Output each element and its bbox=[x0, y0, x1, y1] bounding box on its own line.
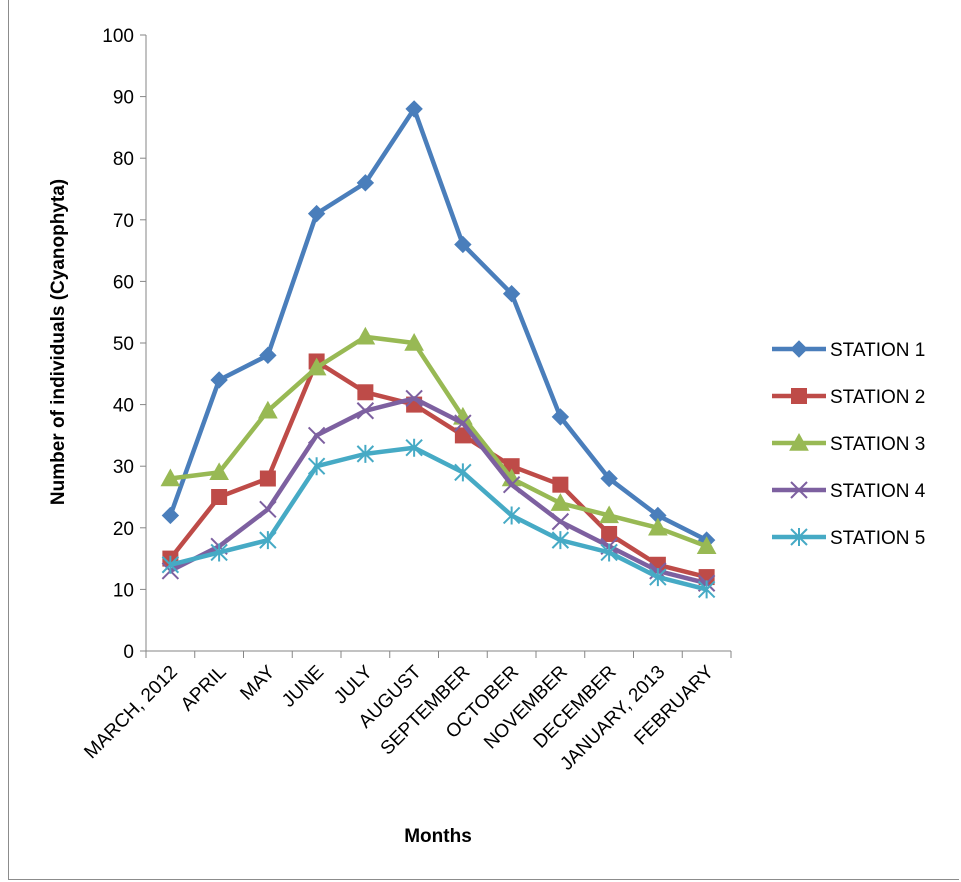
series-line bbox=[168, 106, 708, 543]
data-point bbox=[550, 493, 571, 511]
series-1 bbox=[161, 100, 716, 549]
x-tick-label: MARCH, 2012 bbox=[80, 662, 181, 763]
data-point bbox=[599, 505, 619, 524]
data-point bbox=[356, 444, 375, 463]
legend-label: STATION 1 bbox=[830, 340, 925, 361]
data-point bbox=[161, 555, 180, 574]
series-3 bbox=[160, 326, 717, 554]
data-point bbox=[160, 468, 181, 487]
y-tick-label: 80 bbox=[113, 149, 134, 170]
legend-marker bbox=[789, 432, 809, 451]
legend-marker bbox=[790, 528, 808, 546]
data-point bbox=[601, 525, 618, 542]
x-axis-title: Months bbox=[404, 826, 472, 847]
data-point bbox=[552, 476, 569, 493]
data-point bbox=[356, 402, 375, 420]
data-point bbox=[259, 470, 276, 487]
data-point bbox=[405, 389, 423, 408]
y-tick-label: 50 bbox=[113, 334, 134, 355]
data-point bbox=[259, 531, 277, 550]
series-line bbox=[170, 334, 708, 549]
data-point bbox=[502, 285, 521, 303]
axes bbox=[140, 34, 732, 658]
series-line bbox=[169, 445, 708, 592]
data-point bbox=[502, 475, 521, 494]
data-point bbox=[161, 506, 180, 525]
data-point bbox=[696, 536, 717, 554]
y-tick-label: 100 bbox=[102, 26, 134, 47]
y-tick-label: 90 bbox=[113, 88, 134, 109]
data-point bbox=[259, 346, 277, 365]
data-point bbox=[307, 426, 326, 445]
data-point bbox=[258, 400, 278, 419]
data-point bbox=[551, 512, 570, 531]
legend-label: STATION 5 bbox=[830, 528, 925, 549]
data-point bbox=[355, 326, 376, 345]
x-tick-label: MAY bbox=[236, 661, 279, 704]
legend-item: STATION 3 bbox=[772, 432, 925, 455]
data-point bbox=[600, 469, 618, 488]
y-tick-label: 10 bbox=[113, 580, 134, 601]
y-tick-label: 40 bbox=[113, 396, 134, 417]
legend-marker bbox=[791, 388, 807, 404]
data-point bbox=[502, 506, 521, 525]
legend-item: STATION 1 bbox=[772, 340, 925, 361]
legend-label: STATION 2 bbox=[830, 387, 925, 408]
data-point bbox=[211, 489, 228, 505]
legend-marker bbox=[790, 481, 808, 499]
data-point bbox=[454, 235, 472, 254]
data-point bbox=[357, 384, 374, 401]
data-point bbox=[405, 438, 423, 457]
data-point bbox=[551, 531, 570, 550]
legend: STATION 1 STATION 2 STATION 3 STATION 4 STAT… bbox=[772, 340, 926, 549]
data-point bbox=[404, 332, 424, 351]
data-point bbox=[454, 414, 472, 432]
y-tick-labels: 0 10 20 30 40 50 60 70 80 90 100 bbox=[102, 26, 134, 663]
legend-marker bbox=[790, 340, 808, 358]
series-5 bbox=[161, 438, 716, 599]
data-point bbox=[600, 543, 618, 562]
data-point bbox=[307, 457, 326, 476]
series-line bbox=[169, 396, 708, 586]
legend-item: STATION 4 bbox=[772, 481, 926, 502]
data-point bbox=[405, 100, 423, 118]
legend-item: STATION 5 bbox=[772, 528, 925, 549]
y-tick-label: 30 bbox=[113, 457, 134, 478]
series-group bbox=[160, 100, 717, 599]
data-point bbox=[551, 408, 570, 426]
data-point bbox=[454, 463, 472, 482]
y-tick-label: 60 bbox=[113, 272, 134, 293]
data-point bbox=[210, 371, 228, 389]
legend-item: STATION 2 bbox=[772, 387, 925, 408]
data-point bbox=[649, 568, 667, 587]
y-tick-label: 0 bbox=[123, 642, 134, 663]
legend-label: STATION 3 bbox=[830, 434, 925, 455]
data-point bbox=[210, 543, 228, 562]
data-point bbox=[209, 462, 229, 481]
y-axis-title: Number of individuals (Cyanophyta) bbox=[48, 179, 69, 505]
data-point bbox=[648, 517, 668, 536]
y-tick-label: 20 bbox=[113, 519, 134, 540]
legend-label: STATION 4 bbox=[830, 481, 926, 502]
x-tick-label: APRIL bbox=[177, 662, 231, 716]
data-point bbox=[306, 357, 327, 376]
x-tick-label: JUNE bbox=[278, 662, 328, 712]
chart-frame bbox=[8, 0, 959, 880]
series-2 bbox=[162, 353, 715, 586]
data-point bbox=[307, 204, 326, 223]
data-point bbox=[259, 500, 277, 519]
data-point bbox=[356, 174, 375, 192]
y-tick-label: 70 bbox=[113, 211, 134, 232]
data-point bbox=[697, 580, 716, 599]
